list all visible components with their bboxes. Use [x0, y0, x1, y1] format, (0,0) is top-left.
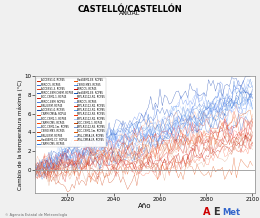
Text: ANUAL: ANUAL: [119, 11, 141, 16]
Legend: ACCESS1-0. RCP45, MIROC5. RCP85, ACCESS1-3. RCP45, MIROC-ESM-CHEM. RCP85, BCC-CS: ACCESS1-0. RCP45, MIROC5. RCP85, ACCESS1…: [36, 78, 106, 147]
Text: A: A: [203, 207, 210, 217]
Y-axis label: Cambio de la temperatura máxima (°C): Cambio de la temperatura máxima (°C): [17, 80, 23, 190]
Text: Met: Met: [222, 208, 240, 217]
Text: CASTELLÓ/CASTELLÓN: CASTELLÓ/CASTELLÓN: [78, 5, 182, 14]
X-axis label: Año: Año: [138, 203, 152, 209]
Text: © Agencia Estatal de Meteorología: © Agencia Estatal de Meteorología: [5, 213, 67, 217]
Text: E: E: [213, 207, 220, 217]
